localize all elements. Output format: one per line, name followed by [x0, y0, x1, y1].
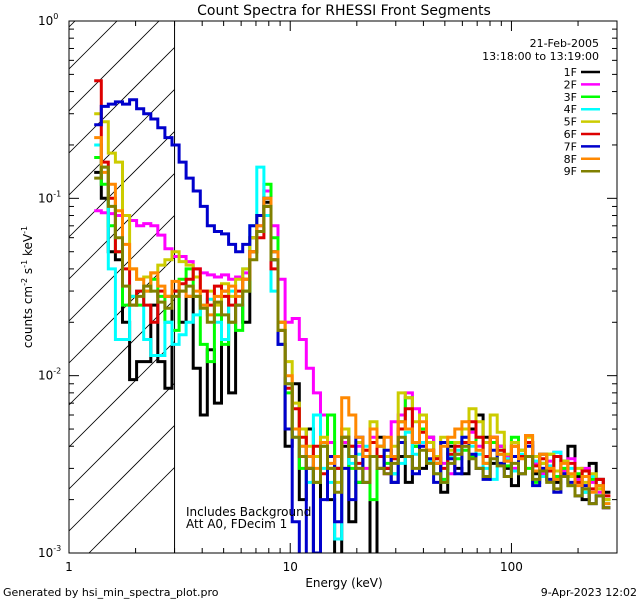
- legend-label-1F: 1F: [564, 66, 577, 79]
- plot-frame: [68, 20, 618, 554]
- hatch-line: [69, 383, 175, 490]
- x-axis-label: Energy (keV): [305, 576, 382, 590]
- hatch-line: [88, 467, 175, 553]
- hatch-line: [69, 89, 175, 196]
- y-tick-label: 100: [38, 12, 58, 28]
- footer-timestamp: 9-Apr-2023 12:02: [541, 586, 637, 599]
- footer-generator: Generated by hsi_min_spectra_plot.pro: [3, 586, 219, 599]
- axis-ticks: 1 10 100 100 10-1 10-2 10-3: [38, 12, 618, 574]
- annotation-attenuator: Att A0, FDecim 1: [186, 517, 287, 531]
- x-tick-label: 10: [283, 560, 298, 574]
- series-group: [94, 79, 611, 553]
- annotation-background: Includes Background: [186, 505, 311, 519]
- legend-label-3F: 3F: [564, 91, 577, 104]
- hatch-line: [69, 21, 160, 112]
- legend-label-7F: 7F: [564, 140, 577, 153]
- observation-time-range: 13:18:00 to 13:19:00: [482, 50, 599, 63]
- legend-label-2F: 2F: [564, 78, 577, 91]
- x-tick-label: 1: [65, 560, 73, 574]
- legend-label-5F: 5F: [564, 116, 577, 129]
- y-tick-label: 10-2: [38, 367, 61, 383]
- hatch-line: [69, 21, 76, 28]
- y-tick-label: 10-3: [38, 544, 61, 560]
- hatch-line: [69, 47, 175, 154]
- x-tick-label: 100: [500, 560, 523, 574]
- series-line-9F: [94, 165, 611, 510]
- legend-label-9F: 9F: [564, 165, 577, 178]
- legend-label-6F: 6F: [564, 128, 577, 141]
- legend-label-4F: 4F: [564, 103, 577, 116]
- hatch-line: [69, 425, 175, 532]
- y-axis-label: counts cm-2 s-1 keV-1: [20, 226, 35, 348]
- series-line-1F: [94, 170, 611, 553]
- observation-date: 21-Feb-2005: [530, 37, 599, 50]
- chart-title: Count Spectra for RHESSI Front Segments: [197, 3, 491, 19]
- y-tick-label: 10-1: [38, 189, 61, 205]
- legend-label-8F: 8F: [564, 153, 577, 166]
- hatch-line: [69, 21, 118, 70]
